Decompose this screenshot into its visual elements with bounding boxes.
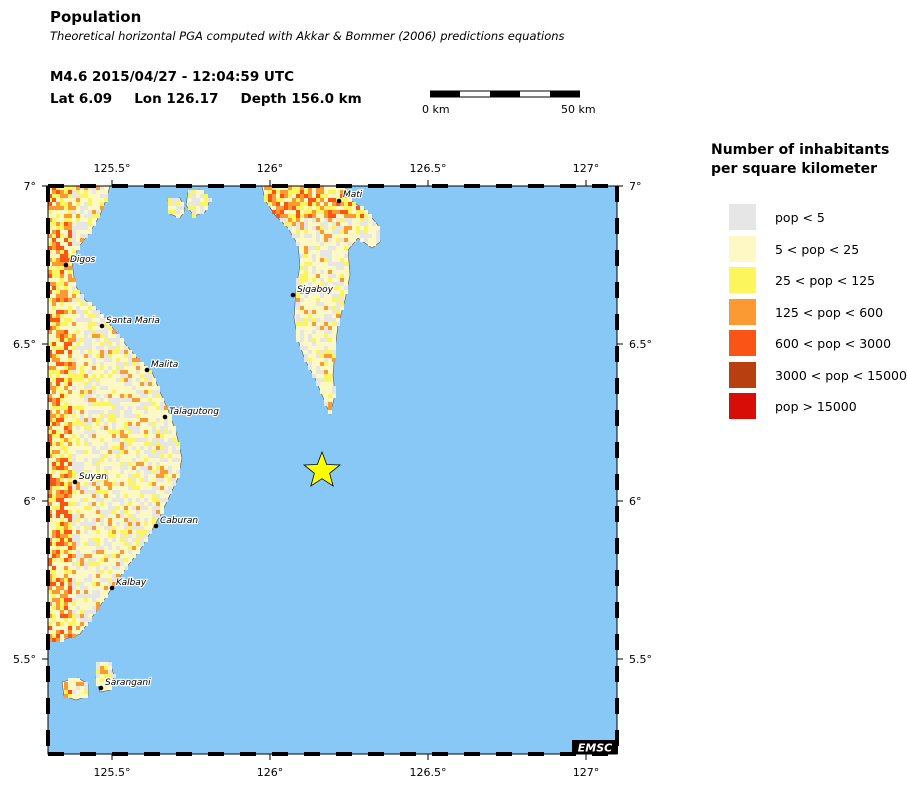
lon-label-top: 126°: [257, 162, 284, 175]
city-dot-sarangani: [98, 685, 104, 691]
lat-label-left: 7°: [24, 180, 37, 193]
lat-label-left: 6°: [24, 495, 37, 508]
legend-swatch: [729, 393, 756, 419]
city-label-mati: Mati: [343, 190, 363, 200]
city-dot-suyan: [72, 479, 78, 485]
city-label-malita: Malita: [151, 360, 178, 370]
lon-label-top: 125.5°: [94, 162, 131, 175]
map-title: Population: [50, 8, 142, 26]
city-dot-talagutong: [162, 414, 168, 420]
population-density-cells: [48, 186, 380, 698]
map-frame: [47, 185, 618, 755]
lat-label-right: 5.5°: [629, 653, 652, 666]
lon-label-bottom: 126.5°: [410, 766, 447, 779]
legend-item: 600 < pop < 3000: [729, 330, 907, 356]
event-depth: Depth 156.0 km: [240, 91, 362, 107]
scale-label-right: 50 km: [561, 103, 596, 116]
emsc-logo: [572, 740, 618, 754]
lat-ticks: [42, 185, 623, 660]
city-label-talagutong: Talagutong: [169, 407, 219, 417]
epicenter-star-icon: [302, 450, 342, 487]
emsc-logo-text: EMSC: [578, 742, 612, 755]
lon-label-bottom: 125.5°: [94, 766, 131, 779]
legend-swatch: [729, 330, 756, 356]
lon-label-bottom: 126°: [257, 766, 284, 779]
event-magnitude-time: M4.6 2015/04/27 - 12:04:59 UTC: [50, 69, 294, 85]
city-dot-sigaboy: [290, 292, 296, 298]
city-label-caburan: Caburan: [160, 516, 198, 526]
legend-item: pop > 15000: [729, 393, 907, 419]
city-label-sarangani: Sarangani: [105, 678, 151, 688]
legend-label: pop < 5: [775, 210, 825, 225]
legend-swatch: [729, 267, 756, 293]
city-dot-mati: [336, 198, 342, 204]
lat-label-left: 6.5°: [13, 338, 36, 351]
legend-swatch: [729, 235, 756, 262]
legend-title: Number of inhabitants per square kilomet…: [711, 142, 890, 177]
legend-swatch: [729, 298, 756, 325]
lon-label-top: 126.5°: [410, 162, 447, 175]
map-frame-dashes: [46, 184, 619, 756]
city-label-santa-maria: Santa Maria: [106, 316, 160, 326]
legend-label: 5 < pop < 25: [775, 241, 860, 257]
legend-label: 125 < pop < 600: [775, 304, 884, 320]
city-label-kalbay: Kalbay: [116, 578, 147, 588]
event-lat: Lat 6.09: [50, 91, 113, 107]
legend-item: 5 < pop < 25: [729, 235, 907, 262]
scale-label-left: 0 km: [422, 103, 450, 116]
legend-item: 3000 < pop < 15000: [729, 361, 907, 388]
legend-swatch: [729, 204, 756, 230]
lon-ticks: [111, 180, 587, 760]
lon-label-bottom: 127°: [573, 766, 600, 779]
lat-label-right: 6.5°: [629, 338, 652, 351]
legend-label: 25 < pop < 125: [775, 273, 876, 288]
lon-label-top: 127°: [573, 162, 600, 175]
event-location: Lat 6.09 Lon 126.17 Depth 156.0 km: [50, 91, 384, 107]
legend-label: pop > 15000: [775, 399, 857, 414]
city-label-sigaboy: Sigaboy: [297, 285, 334, 295]
legend-label: 600 < pop < 3000: [775, 336, 892, 351]
city-dot-kalbay: [109, 585, 115, 591]
city-dot-malita: [144, 367, 150, 373]
lat-label-right: 6°: [629, 495, 642, 508]
legend-item: pop < 5: [729, 204, 907, 230]
city-label-digos: Digos: [70, 255, 96, 265]
city-dot-digos: [63, 262, 69, 268]
event-lon: Lon 126.17: [134, 91, 219, 107]
legend-item: 125 < pop < 600: [729, 298, 907, 325]
city-label-suyan: Suyan: [79, 472, 107, 482]
cities: Mati Digos Sigaboy Santa Maria Malita Ta…: [63, 189, 364, 691]
lat-label-left: 5.5°: [13, 653, 36, 666]
city-dot-santa-maria: [99, 323, 105, 329]
map-subtitle: Theoretical horizontal PGA computed with…: [50, 29, 565, 43]
scale-bar: [430, 90, 580, 98]
legend-item: 25 < pop < 125: [729, 267, 907, 293]
lat-label-right: 7°: [629, 180, 642, 193]
city-dot-caburan: [153, 523, 159, 529]
legend-label: 3000 < pop < 15000: [775, 367, 907, 383]
legend-swatch: [729, 361, 756, 388]
